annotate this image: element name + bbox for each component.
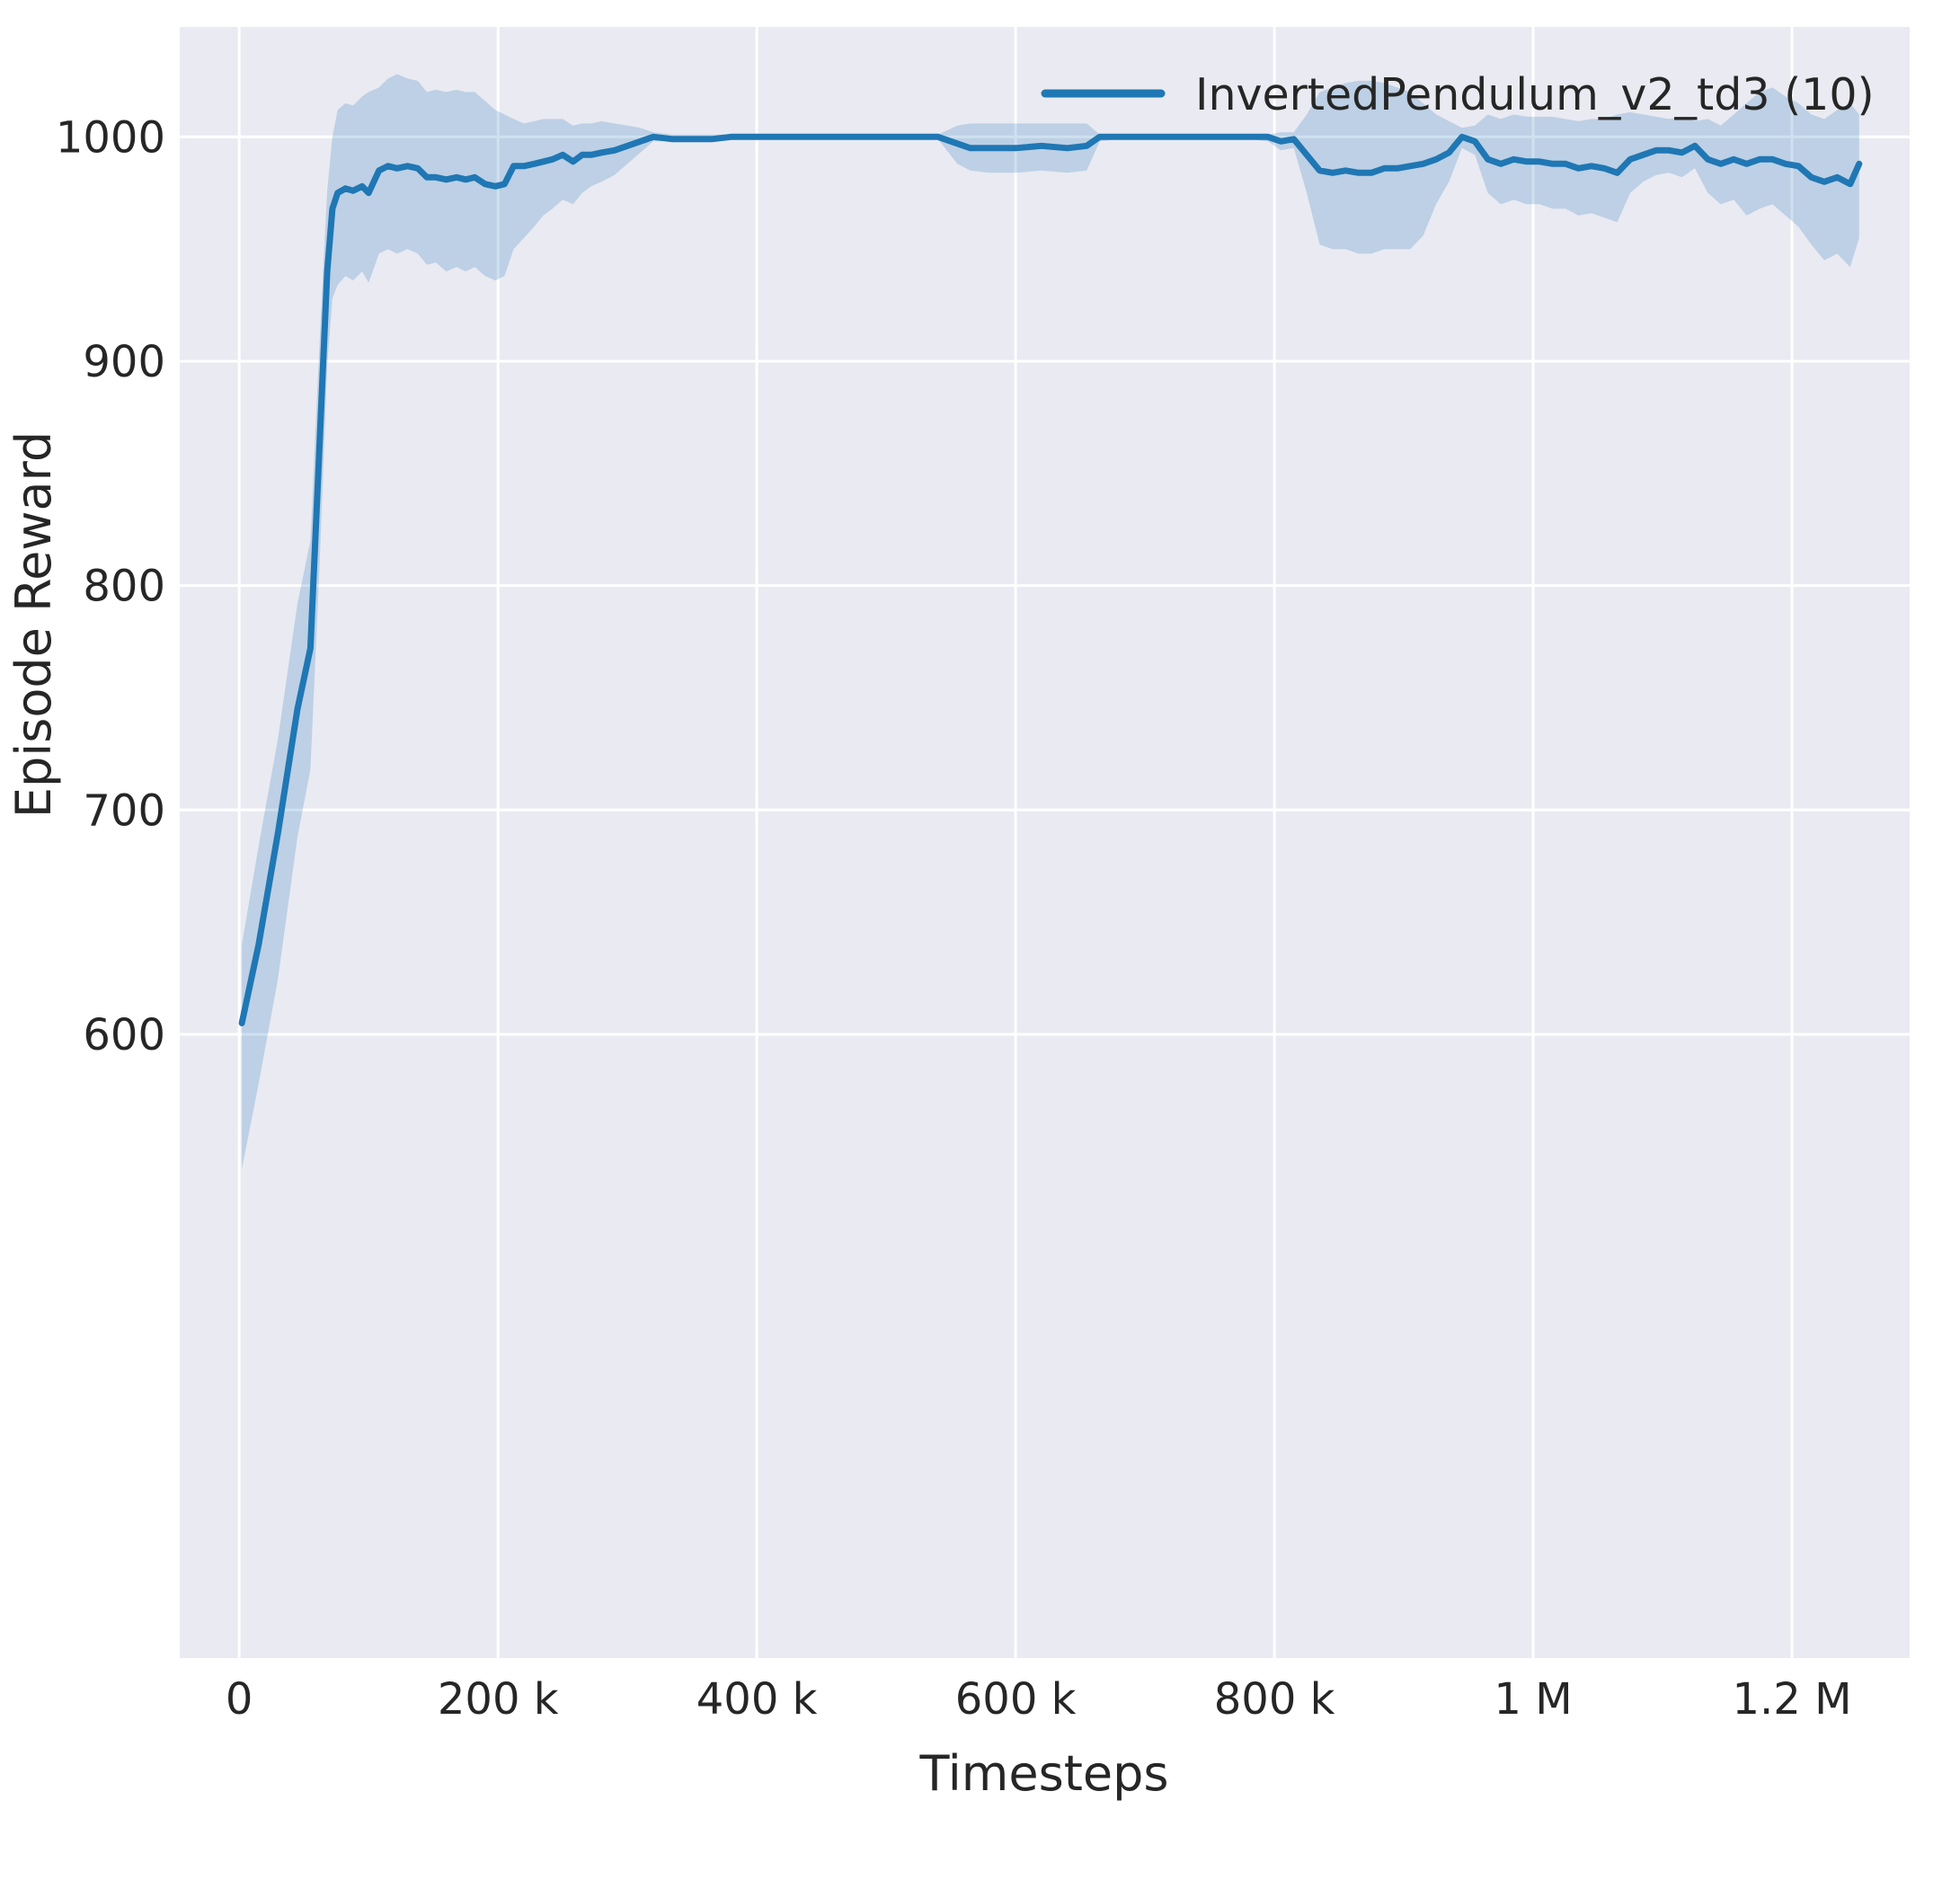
x-tick-label: 400 k: [696, 1674, 818, 1725]
y-tick-label: 600: [83, 1010, 165, 1060]
legend-entry-label: InvertedPendulum_v2_td3 (10): [1195, 69, 1875, 120]
mean-reward-line: [238, 133, 1863, 1026]
x-tick-label: 800 k: [1214, 1674, 1335, 1725]
plot-area-background: [180, 27, 1910, 1658]
x-tick-label: 1.2 M: [1732, 1674, 1851, 1725]
x-tick-label: 0: [226, 1674, 253, 1725]
y-axis-label: Episode Reward: [5, 431, 62, 818]
x-tick-label: 1 M: [1494, 1674, 1572, 1725]
y-tick-label: 900: [83, 337, 165, 387]
y-tick-label: 1000: [56, 112, 165, 163]
confidence-band: [242, 74, 1859, 1169]
legend: InvertedPendulum_v2_td3 (10): [1041, 69, 1875, 120]
plot-layer: 0 200 k 400 k 600 k 800 k 1 M 1.2 M 600 700 800 90…: [56, 27, 1910, 1725]
y-tick-label: 700: [83, 785, 165, 836]
x-axis-label: Timesteps: [918, 1745, 1168, 1802]
y-tick-label: 800: [83, 562, 165, 612]
x-tick-label: 600 k: [955, 1674, 1077, 1725]
x-tick-label: 200 k: [438, 1674, 559, 1725]
